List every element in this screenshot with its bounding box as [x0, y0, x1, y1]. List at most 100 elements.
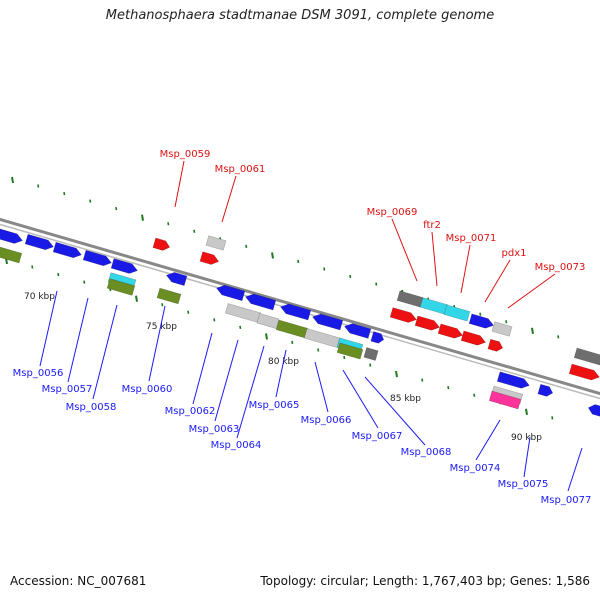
inner-tick-10: [265, 333, 268, 340]
gene-block-msp0068: [363, 347, 379, 361]
top-gene-2-label: Msp_0069: [367, 207, 418, 218]
inner-tick-18: [473, 393, 476, 397]
top-gene-0-label: Msp_0059: [160, 149, 211, 160]
gene-block-msp0063a: [280, 303, 312, 321]
bottom-gene-7-label: Msp_0065: [249, 400, 300, 411]
gene-block-msp0060: [156, 287, 182, 305]
bottom-gene-4-leader: [192, 332, 213, 405]
bottom-gene-6-leader: [236, 345, 265, 439]
gene-block-olive-2: [106, 278, 136, 296]
gene-block-msp0064a: [312, 313, 344, 331]
gene-block-msp0060a: [165, 272, 188, 286]
outer-tick-21: [557, 335, 560, 339]
outer-tick-18: [479, 312, 482, 316]
gene-block-msp0076-red: [568, 363, 600, 381]
outer-tick-13: [349, 274, 352, 279]
bottom-gene-3-label: Msp_0060: [122, 384, 173, 395]
bottom-gene-4-label: Msp_0062: [165, 406, 216, 417]
inner-tick-1: [31, 265, 34, 269]
outer-tick-20: [531, 327, 534, 334]
gene-block-msp0071-red: [437, 323, 464, 339]
top-gene-3-leader: [431, 231, 438, 287]
gene-block-msp0056: [24, 233, 54, 251]
top-gene-3-label: ftr2: [423, 220, 441, 231]
bottom-gene-7-leader: [275, 349, 287, 398]
outer-tick-12: [323, 267, 326, 271]
bottom-gene-3-leader: [148, 305, 166, 382]
scale-label-1: 75 kbp: [146, 322, 177, 332]
bottom-gene-5-leader: [214, 339, 239, 422]
bottom-gene-11-label: Msp_0074: [450, 463, 501, 474]
bottom-gene-6-label: Msp_0064: [211, 440, 262, 451]
top-gene-6-leader: [507, 273, 556, 309]
gene-block-msp0069-red: [389, 307, 417, 323]
inner-tick-14: [369, 363, 372, 367]
top-gene-4-label: Msp_0071: [446, 233, 497, 244]
gene-block-msp0059: [152, 237, 171, 251]
gene-block-olive-1: [0, 244, 23, 264]
inner-tick-7: [187, 310, 190, 314]
top-gene-4-leader: [460, 244, 471, 294]
outer-tick-4: [115, 207, 118, 211]
top-gene-2-leader: [391, 218, 418, 282]
bottom-gene-9-leader: [342, 369, 379, 429]
gene-block-msp0062b: [245, 293, 277, 311]
inner-tick-8: [213, 318, 216, 322]
inner-tick-17: [447, 386, 450, 390]
outer-tick-14: [375, 282, 378, 286]
gene-block-msp0057a: [52, 241, 82, 259]
gene-block-msp0071-cyan: [443, 304, 471, 322]
top-gene-1-label: Msp_0061: [215, 164, 266, 175]
gene-block-msp0062a: [216, 284, 246, 302]
bottom-gene-10-leader: [364, 376, 426, 446]
gene-block-msp0073-red: [487, 338, 504, 352]
gene-block-msp0076-dark: [573, 347, 600, 367]
gene-block-msp0074: [488, 390, 522, 410]
bottom-gene-12-leader: [523, 436, 531, 478]
inner-tick-2: [57, 272, 60, 277]
gene-block-msp0065a: [344, 323, 372, 339]
genome-backbone-outer: [0, 217, 600, 396]
gene-block-msp0061: [205, 235, 227, 251]
gene-block-msp0069-dark: [396, 290, 424, 308]
inner-tick-15: [395, 370, 398, 378]
bottom-gene-0-label: Msp_0056: [13, 368, 64, 379]
top-gene-6-label: Msp_0073: [535, 262, 586, 273]
bottom-gene-0-leader: [39, 290, 58, 367]
scale-label-4: 90 kbp: [511, 433, 542, 443]
gene-block-msp0064: [275, 319, 309, 339]
outer-tick-0: [11, 176, 14, 184]
outer-tick-7: [193, 229, 196, 233]
gene-block-msp0057b: [82, 249, 112, 267]
gene-block-msp0055: [0, 228, 23, 244]
top-gene-0-leader: [174, 160, 185, 208]
inner-tick-3: [83, 280, 86, 284]
top-gene-5-label: pdx1: [502, 248, 527, 259]
bottom-gene-8-leader: [314, 361, 329, 413]
inner-tick-13: [343, 355, 346, 360]
gene-block-msp0065b: [370, 331, 385, 344]
gene-block-ftr2-red: [414, 315, 441, 331]
gene-block-msp0075: [537, 383, 554, 397]
gene-block-msp0058a: [110, 258, 138, 274]
inner-tick-16: [421, 378, 424, 382]
outer-tick-3: [89, 199, 92, 203]
bottom-gene-13-label: Msp_0077: [541, 495, 592, 506]
inner-tick-9: [239, 325, 242, 329]
accession-text: Accession: NC_007681: [10, 574, 147, 588]
scale-label-0: 70 kbp: [24, 292, 55, 302]
gene-block-msp0063: [256, 313, 280, 329]
bottom-gene-2-label: Msp_0058: [66, 402, 117, 413]
inner-tick-11: [291, 340, 294, 345]
scale-label-3: 85 kbp: [390, 394, 421, 404]
gene-block-msp0072-red: [460, 330, 487, 346]
gene-block-msp0066: [303, 328, 341, 348]
outer-tick-10: [271, 252, 274, 259]
bottom-gene-10-label: Msp_0068: [401, 447, 452, 458]
bottom-gene-8-label: Msp_0066: [301, 415, 352, 426]
bottom-gene-1-leader: [67, 297, 89, 383]
outer-tick-19: [505, 320, 508, 324]
gene-block-ftr2: [419, 297, 449, 315]
outer-tick-5: [141, 214, 144, 221]
